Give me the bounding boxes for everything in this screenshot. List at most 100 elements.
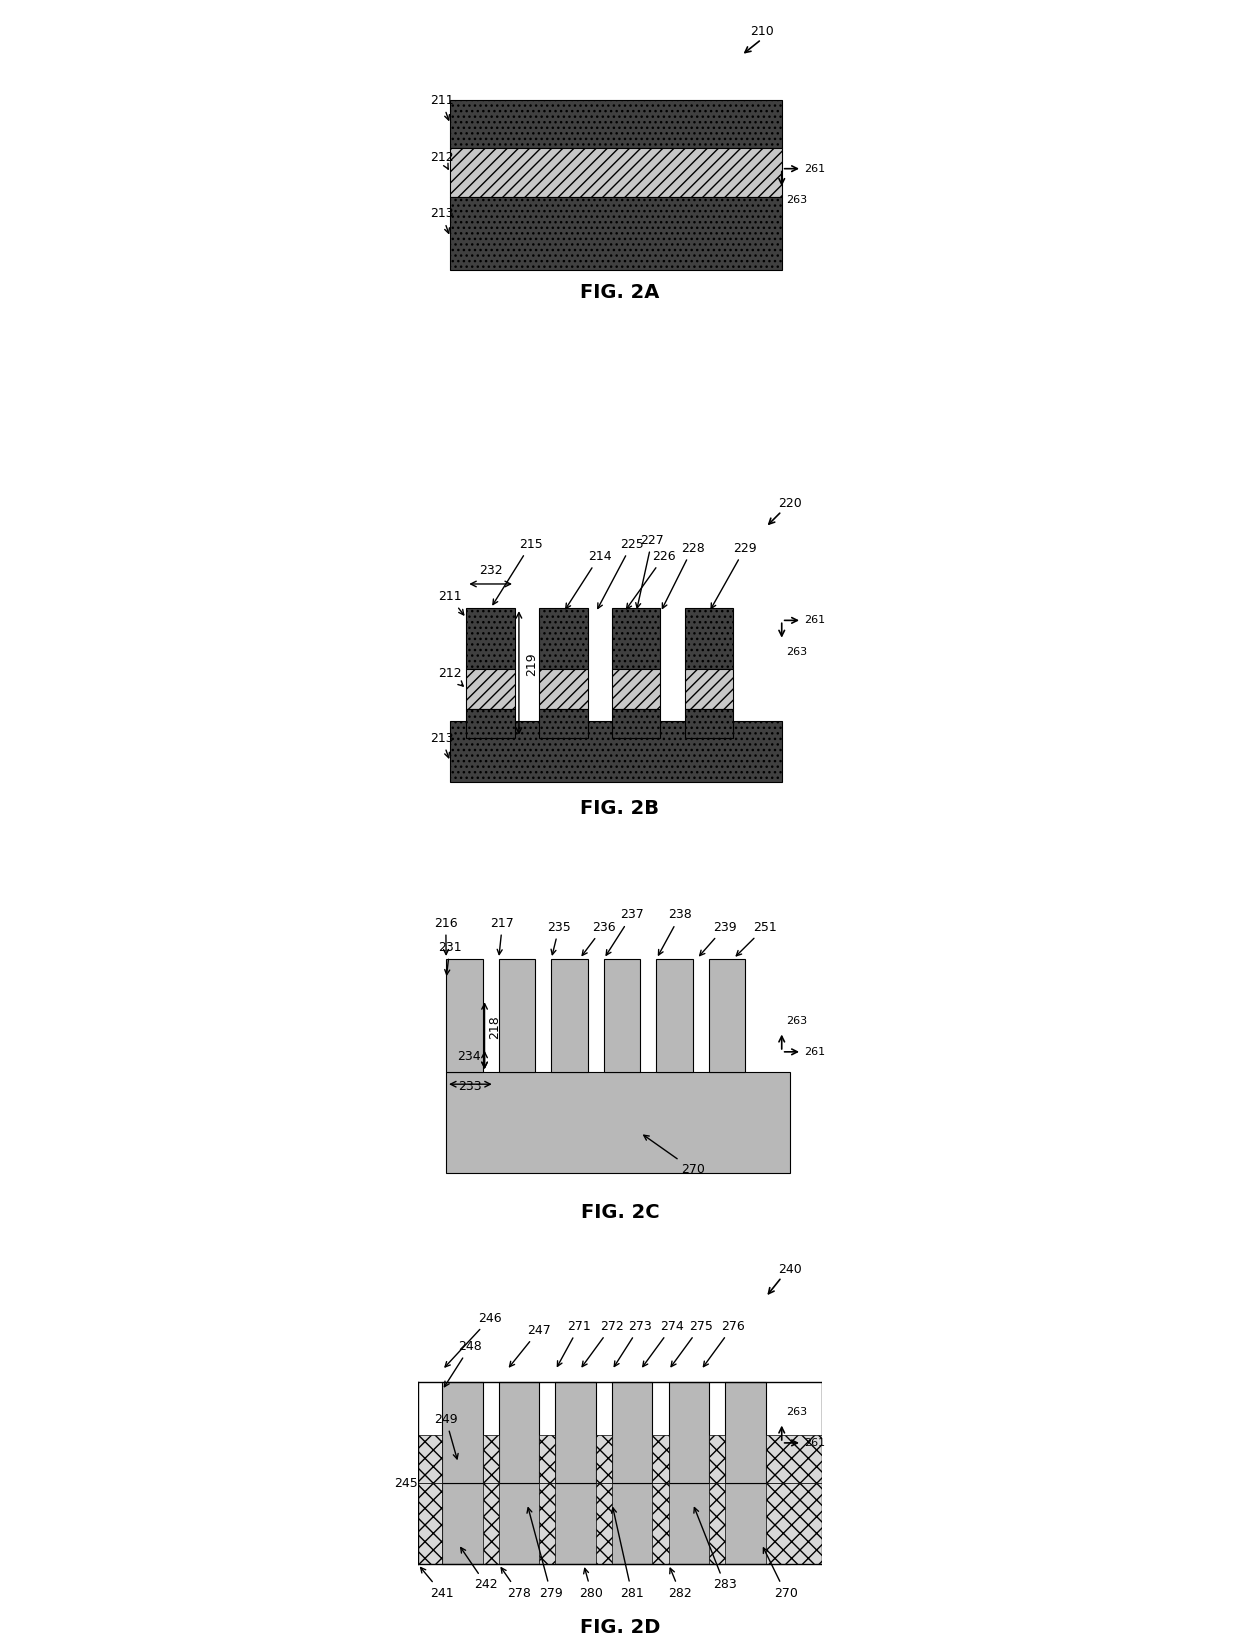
Bar xyxy=(450,149,781,197)
Bar xyxy=(556,1383,595,1483)
Text: 241: 241 xyxy=(420,1568,454,1599)
Bar xyxy=(539,608,588,669)
Text: 245: 245 xyxy=(394,1477,418,1490)
Bar xyxy=(709,958,745,1072)
Bar xyxy=(539,1436,556,1483)
Bar xyxy=(684,608,733,669)
Text: 213: 213 xyxy=(430,732,454,758)
Text: 231: 231 xyxy=(438,940,461,975)
Bar xyxy=(466,669,515,709)
Bar xyxy=(765,1483,822,1564)
Text: 236: 236 xyxy=(582,920,615,955)
Text: 270: 270 xyxy=(644,1135,704,1176)
Text: 240: 240 xyxy=(777,1264,802,1275)
Bar xyxy=(539,709,588,738)
Text: 211: 211 xyxy=(430,94,454,121)
Text: 278: 278 xyxy=(501,1568,531,1599)
Bar xyxy=(539,1483,556,1564)
Bar xyxy=(443,1483,790,1564)
Text: 234: 234 xyxy=(456,1051,481,1062)
Text: 232: 232 xyxy=(479,563,502,577)
Bar xyxy=(450,722,781,781)
Bar xyxy=(652,1483,668,1564)
Text: 280: 280 xyxy=(579,1568,604,1599)
Text: 272: 272 xyxy=(582,1320,624,1366)
Text: 263: 263 xyxy=(786,195,807,205)
Text: 281: 281 xyxy=(611,1508,644,1599)
Bar xyxy=(443,1383,482,1483)
Text: 220: 220 xyxy=(777,497,802,510)
Bar xyxy=(498,958,536,1072)
Text: 233: 233 xyxy=(459,1080,482,1094)
Text: 261: 261 xyxy=(804,615,825,626)
Text: 273: 273 xyxy=(614,1320,652,1366)
Bar xyxy=(611,709,661,738)
Text: FIG. 2B: FIG. 2B xyxy=(580,800,660,818)
Text: 214: 214 xyxy=(565,550,611,608)
Text: 275: 275 xyxy=(671,1320,713,1366)
Bar xyxy=(446,958,482,1072)
Text: 225: 225 xyxy=(598,537,644,608)
Text: 210: 210 xyxy=(750,25,774,38)
Bar xyxy=(595,1483,611,1564)
Text: 229: 229 xyxy=(711,542,756,608)
Text: 226: 226 xyxy=(626,550,676,608)
Bar xyxy=(765,1436,822,1483)
Text: 261: 261 xyxy=(804,1437,825,1447)
Bar xyxy=(611,608,661,669)
Text: 235: 235 xyxy=(547,920,570,955)
Bar xyxy=(418,1436,443,1483)
Bar xyxy=(611,669,661,709)
Text: 228: 228 xyxy=(662,542,704,608)
Text: 212: 212 xyxy=(438,667,464,686)
Text: 249: 249 xyxy=(434,1412,458,1459)
Text: 212: 212 xyxy=(430,150,454,169)
Bar xyxy=(604,958,640,1072)
Text: 263: 263 xyxy=(786,1016,807,1026)
Text: 261: 261 xyxy=(804,164,825,173)
Bar xyxy=(595,1436,611,1483)
Text: 271: 271 xyxy=(558,1320,591,1366)
Text: 215: 215 xyxy=(494,537,543,605)
Text: 238: 238 xyxy=(658,909,692,955)
Text: FIG. 2C: FIG. 2C xyxy=(580,1203,660,1221)
Bar xyxy=(482,1436,498,1483)
Text: 239: 239 xyxy=(699,920,737,955)
Bar xyxy=(498,1383,539,1483)
Text: 279: 279 xyxy=(527,1508,563,1599)
Bar xyxy=(552,958,588,1072)
Text: 283: 283 xyxy=(694,1508,737,1591)
Bar xyxy=(450,197,781,269)
Text: 227: 227 xyxy=(636,534,663,608)
Text: 217: 217 xyxy=(491,917,515,955)
Text: 274: 274 xyxy=(642,1320,684,1366)
Text: 263: 263 xyxy=(786,1406,807,1417)
Text: 251: 251 xyxy=(737,920,777,957)
Text: 263: 263 xyxy=(786,646,807,656)
Bar xyxy=(725,1383,765,1483)
Text: 248: 248 xyxy=(444,1340,482,1386)
Bar xyxy=(446,1072,790,1173)
Text: 216: 216 xyxy=(434,917,458,955)
Text: 218: 218 xyxy=(489,1014,502,1039)
Text: FIG. 2A: FIG. 2A xyxy=(580,282,660,302)
Bar xyxy=(466,608,515,669)
Bar xyxy=(466,709,515,738)
Text: 219: 219 xyxy=(525,653,538,676)
Text: 276: 276 xyxy=(703,1320,745,1366)
Bar xyxy=(652,1436,668,1483)
Text: 270: 270 xyxy=(764,1548,797,1599)
Bar xyxy=(709,1436,725,1483)
Bar xyxy=(539,669,588,709)
Text: 282: 282 xyxy=(668,1568,692,1599)
Bar xyxy=(709,1483,725,1564)
Bar xyxy=(668,1383,709,1483)
Bar xyxy=(684,709,733,738)
Bar xyxy=(684,669,733,709)
Text: 242: 242 xyxy=(461,1548,498,1591)
Bar xyxy=(450,99,781,149)
Bar xyxy=(656,958,693,1072)
Text: 247: 247 xyxy=(510,1323,551,1366)
Text: FIG. 2D: FIG. 2D xyxy=(580,1617,660,1637)
Text: 237: 237 xyxy=(606,909,644,955)
